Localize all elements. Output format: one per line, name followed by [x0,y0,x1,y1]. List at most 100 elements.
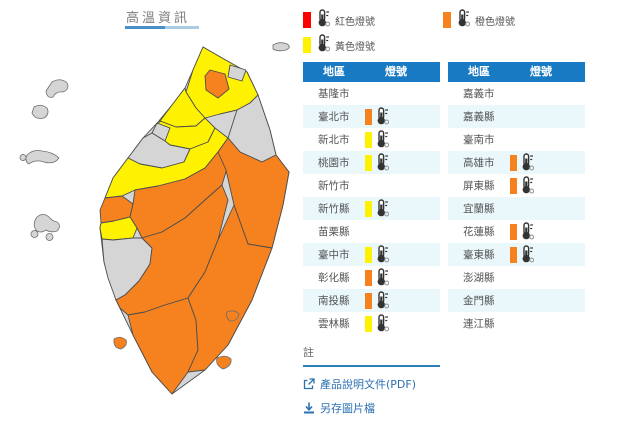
region-name: 基隆市 [318,88,350,100]
map-region-taitung[interactable] [187,204,273,373]
legend-label-red: 紅色燈號 [335,16,375,28]
orange-signal-bar [365,269,372,286]
product-doc-pdf-link[interactable]: 產品說明文件(PDF) [303,376,440,392]
table-header: 地區 燈號 [303,62,440,82]
yellow-signal-bar [365,200,372,217]
notes-heading: 註 [303,346,314,359]
column-header-region: 地區 [468,65,490,78]
signal-cell [365,268,389,287]
orange-signal-bar [365,108,372,125]
save-image-label: 另存圖片檔 [320,402,375,415]
thermometer-icon-slot [316,34,331,56]
signal-cell [365,153,389,172]
taiwan-warning-map [19,42,290,395]
table-row: 嘉義縣 [448,105,585,128]
signal-cell [510,176,534,195]
signal-cell [365,107,389,126]
region-name: 臺中市 [318,249,350,261]
thermometer-icon [318,9,331,27]
region-name: 連江縣 [463,318,495,330]
thermometer-icon [522,176,534,194]
region-name: 新北市 [318,134,350,146]
thermometer-icon [318,34,331,52]
signal-cell [510,245,534,264]
orange-signal-swatch [443,12,451,28]
orange-signal-bar [510,154,517,171]
thermometer-icon [377,245,389,263]
signal-cell [365,291,389,310]
yellow-signal-bar [365,315,372,332]
legend-label-yellow: 黃色燈號 [335,41,375,53]
table-row: 新竹市 [303,174,440,197]
thermometer-icon [377,130,389,148]
download-icon [304,402,314,414]
column-header-region: 地區 [323,65,345,78]
map-region-matsu[interactable] [31,79,69,119]
map-region-penghu[interactable] [30,214,60,241]
thermometer-icon [522,245,534,263]
yellow-signal-bar [365,154,372,171]
column-header-signal: 燈號 [385,65,407,78]
region-name: 桃園市 [318,157,350,169]
title-underline [125,26,199,29]
region-name: 彰化縣 [318,272,350,284]
thermometer-icon-slot [456,9,471,31]
table-row: 臺東縣 [448,243,585,266]
save-image-link[interactable]: 另存圖片檔 [303,400,440,416]
orange-signal-bar [510,177,517,194]
table-row: 苗栗縣 [303,220,440,243]
thermometer-icon [522,222,534,240]
region-name: 嘉義市 [463,88,495,100]
notes-section: 註 產品說明文件(PDF) 另存圖片檔 [303,344,440,424]
yellow-signal-swatch [303,37,311,53]
region-name: 臺東縣 [463,249,495,261]
region-name: 屏東縣 [463,180,495,192]
region-name: 金門縣 [463,295,495,307]
region-name: 雲林縣 [318,318,350,330]
table-row: 高雄市 [448,151,585,174]
table-row: 澎湖縣 [448,266,585,289]
thermometer-icon [377,153,389,171]
thermometer-icon [377,268,389,286]
map-region-orchid-island[interactable] [216,355,232,370]
signal-cell [365,314,389,333]
table-header: 地區 燈號 [448,62,585,82]
region-name: 宜蘭縣 [463,203,495,215]
red-signal-swatch [303,12,311,28]
table-row: 彰化縣 [303,266,440,289]
region-name: 新竹縣 [318,203,350,215]
notes-divider [303,365,440,367]
map-region-keelung[interactable] [227,64,247,82]
thermometer-icon [377,107,389,125]
table-row: 桃園市 [303,151,440,174]
table-row: 臺南市 [448,128,585,151]
map-region-liuqiu-island[interactable] [113,336,127,350]
table-row: 臺中市 [303,243,440,266]
map-region-hualien[interactable] [217,137,290,249]
legend-label-orange: 橙色燈號 [475,16,515,28]
legend-item-red: 紅色燈號 [303,9,375,31]
thermometer-icon [377,291,389,309]
signal-cell [365,245,389,264]
thermometer-icon [377,314,389,332]
legend-item-yellow: 黃色燈號 [303,34,375,56]
map-region-guishan-island[interactable] [272,42,290,52]
map-region-kinmen[interactable] [19,150,60,165]
region-name: 臺南市 [463,134,495,146]
map-region-taipei-city[interactable] [204,69,230,99]
region-name: 臺北市 [318,111,350,123]
orange-signal-bar [510,246,517,263]
signal-cell [365,130,389,149]
map-region-green-island[interactable] [226,310,240,322]
legend-item-orange: 橙色燈號 [443,9,515,31]
column-header-signal: 燈號 [530,65,552,78]
page-title: 高溫資訊 [126,11,191,26]
table-body: 基隆市 臺北市 新北市 桃園市 新竹市 新竹縣 苗栗縣 臺中市 彰化縣 南投縣 雲林縣 [303,82,440,335]
table-row: 臺北市 [303,105,440,128]
table-row: 基隆市 [303,82,440,105]
table-row: 宜蘭縣 [448,197,585,220]
signal-cell [510,153,534,172]
region-name: 嘉義縣 [463,111,495,123]
region-name: 澎湖縣 [463,272,495,284]
table-row: 新竹縣 [303,197,440,220]
